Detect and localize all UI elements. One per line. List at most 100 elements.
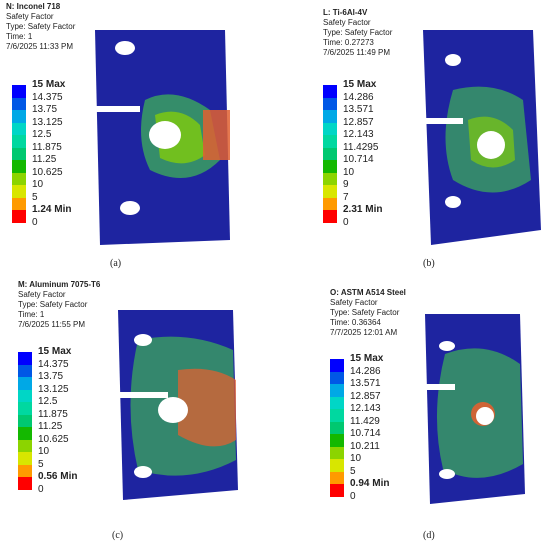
legend-swatch [18, 414, 32, 427]
legend-swatch [330, 384, 344, 397]
center-hole [149, 121, 181, 149]
legend-swatch [330, 396, 344, 409]
legend-label: 13.571 [350, 378, 381, 389]
result-time: Time: 0.27273 [323, 38, 374, 47]
legend-swatch [323, 197, 337, 210]
legend-swatch [323, 122, 337, 135]
panel-caption: (a) [110, 258, 122, 269]
bottom-hole [445, 196, 461, 208]
legend-swatch [323, 147, 337, 160]
legend-label: 10.211 [350, 440, 380, 452]
legend-swatch [323, 172, 337, 185]
notch [95, 106, 140, 112]
legend-label: 13.75 [32, 104, 58, 115]
legend-label: 11.429 [350, 415, 380, 427]
material-title: O: ASTM A514 Steel [330, 288, 406, 297]
legend-swatch [12, 210, 26, 223]
legend-swatch [18, 427, 32, 440]
result-date: 7/6/2025 11:49 PM [323, 48, 391, 57]
legend-label: 0 [343, 216, 349, 228]
legend-label: 5 [32, 191, 38, 203]
legend-label: 12.143 [343, 129, 374, 140]
legend-swatch [18, 464, 32, 477]
legend-swatch [330, 471, 344, 484]
legend-label: 14.286 [350, 365, 381, 377]
material-title: N: Inconel 718 [6, 2, 61, 11]
panel-a: N: Inconel 718 Safety Factor Type: Safet… [0, 0, 275, 272]
legend-label: 14.286 [343, 91, 374, 103]
bottom-hole [134, 466, 152, 478]
legend-label: 12.857 [343, 116, 374, 128]
notch [423, 118, 463, 124]
result-time: Time: 1 [6, 32, 33, 41]
legend-label: 15 Max [350, 353, 384, 364]
legend-label: 11.875 [38, 408, 68, 420]
top-hole [439, 341, 455, 351]
legend-label: 12.5 [32, 129, 52, 140]
legend-swatch [18, 477, 32, 490]
legend-swatch [18, 377, 32, 390]
legend-swatch [323, 210, 337, 223]
legend-swatch [330, 434, 344, 447]
legend-swatch [330, 484, 344, 497]
legend-swatch [12, 197, 26, 210]
result-type: Type: Safety Factor [18, 300, 88, 309]
panel-header: L: Ti-6Al-4V Safety Factor Type: Safety … [323, 8, 473, 58]
legend-swatch [330, 409, 344, 422]
legend-label: 14.375 [38, 358, 69, 370]
legend-swatch [323, 185, 337, 198]
legend-label: 13.571 [343, 104, 374, 115]
legend-swatch [12, 85, 26, 98]
legend-label: 13.125 [38, 383, 69, 395]
legend-label: 10 [343, 166, 355, 178]
legend-swatch [330, 371, 344, 384]
legend-swatch [12, 147, 26, 160]
legend-label: 5 [38, 458, 44, 470]
top-hole [115, 41, 135, 55]
legend-label: 11.25 [38, 421, 63, 432]
legend-swatch [12, 160, 26, 173]
result-date: 7/6/2025 11:55 PM [18, 320, 86, 329]
bottom-hole [120, 201, 140, 215]
result-type: Type: Safety Factor [6, 22, 76, 31]
result-time: Time: 0.36364 [330, 318, 381, 327]
legend-label: 15 Max [38, 346, 72, 357]
result-name: Safety Factor [323, 18, 371, 27]
legend-swatch [12, 172, 26, 185]
panel-caption: (d) [423, 530, 435, 541]
contour-plot [118, 310, 238, 500]
panel-c: M: Aluminum 7075-T6 Safety Factor Type: … [0, 272, 275, 544]
legend-label: 11.875 [32, 141, 62, 153]
notch [118, 392, 168, 398]
panel-caption: (b) [423, 258, 435, 269]
result-date: 7/6/2025 11:33 PM [6, 42, 74, 51]
bottom-hole [439, 469, 455, 479]
legend-label: 10.714 [343, 154, 374, 165]
legend-label: 0 [350, 490, 356, 502]
legend-swatch [323, 97, 337, 110]
legend-label: 12.857 [350, 390, 381, 402]
legend-swatch [323, 110, 337, 123]
legend-swatch [18, 452, 32, 465]
contour-plot [95, 30, 230, 245]
legend-label: 11.4295 [343, 141, 379, 153]
legend-label: 5 [350, 465, 356, 477]
legend-swatch [323, 160, 337, 173]
legend-label: 0.94 Min [350, 478, 390, 489]
notch [425, 384, 455, 390]
legend-label: 9 [343, 179, 349, 190]
result-time: Time: 1 [18, 310, 45, 319]
result-type: Type: Safety Factor [323, 28, 393, 37]
contour-plot [423, 30, 541, 245]
legend-label: 11.25 [32, 154, 57, 165]
legend-label: 10 [38, 446, 50, 457]
center-hole [477, 131, 505, 159]
legend-swatch [18, 352, 32, 365]
material-title: M: Aluminum 7075-T6 [18, 280, 101, 289]
panel-header: O: ASTM A514 Steel Safety Factor Type: S… [330, 288, 480, 338]
legend-label: 12.143 [350, 403, 381, 414]
legend-label: 13.75 [38, 371, 64, 382]
panel-d: O: ASTM A514 Steel Safety Factor Type: S… [275, 272, 550, 544]
legend-swatch [12, 97, 26, 110]
panel-header: N: Inconel 718 Safety Factor Type: Safet… [6, 2, 156, 52]
